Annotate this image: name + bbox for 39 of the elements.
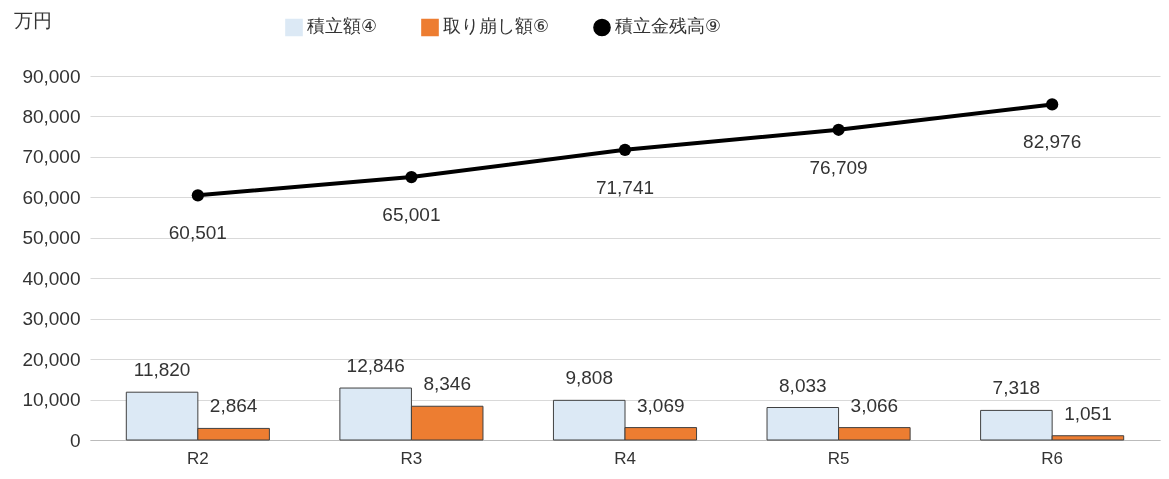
data-label: 11,820 [133,359,191,381]
y-tick-label: 20,000 [22,348,81,370]
y-tick-label: 70,000 [22,146,81,168]
y-tick-label: 60,000 [22,186,81,208]
y-tick-label: 80,000 [22,105,81,127]
x-tick-label: R4 [614,448,636,468]
point [618,143,632,156]
y-tick-label: 30,000 [22,308,81,330]
x-tick-label: R3 [400,448,423,468]
data-label: 7,318 [992,377,1041,399]
data-label: 8,346 [423,373,471,395]
data-label: 12,846 [346,355,405,377]
y-axis-title: 万円 [13,9,52,31]
data-label: 76,709 [809,156,868,178]
point [191,189,204,202]
data-label: 60,501 [168,222,227,244]
legend-label: 積立額④ [307,16,378,37]
data-label: 2,864 [209,395,258,417]
legend-label: 積立金残高⑨ [615,16,722,37]
data-label: 1,051 [1064,402,1112,424]
y-tick-label: 0 [69,429,81,451]
data-label: 82,976 [1023,131,1082,153]
data-label: 9,808 [565,367,613,389]
x-tick-label: R5 [827,448,850,468]
x-tick-label: R6 [1041,448,1064,468]
data-label: 65,001 [382,204,441,226]
y-tick-label: 90,000 [22,65,81,87]
data-label: 3,066 [850,394,899,416]
data-label: 8,033 [779,374,827,396]
data-label: 71,741 [595,176,655,198]
x-tick-label: R2 [186,448,209,468]
y-tick-label: 50,000 [22,227,81,249]
point [405,171,418,184]
legend-label: 取り崩し額⑥ [443,16,550,37]
point [832,123,845,136]
point [1046,98,1059,111]
y-tick-label: 40,000 [22,267,81,289]
data-label: 3,069 [637,394,685,416]
y-tick-label: 10,000 [22,389,81,411]
